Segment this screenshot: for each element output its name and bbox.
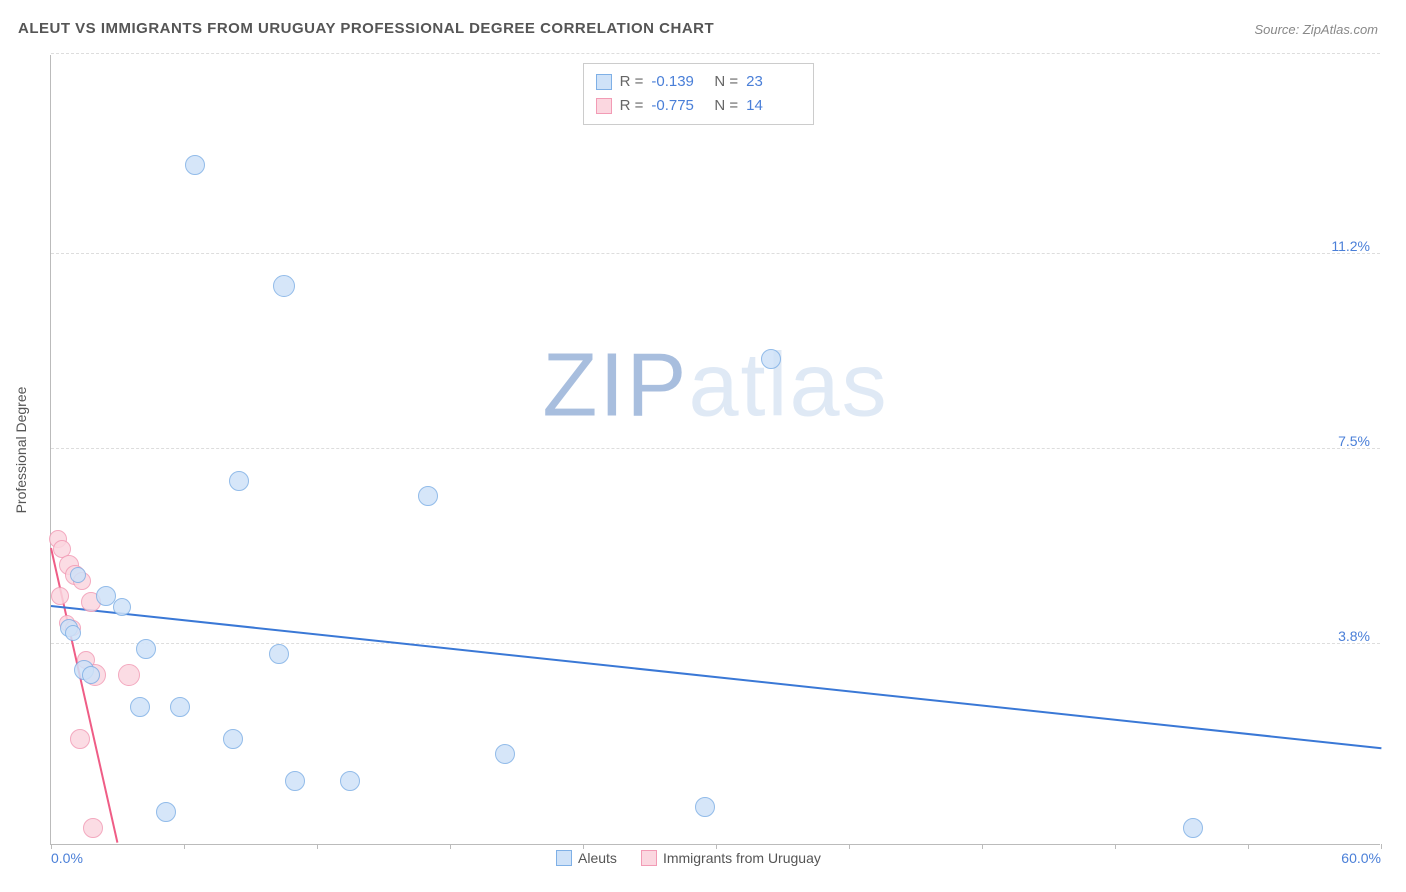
x-tick — [450, 844, 451, 849]
scatter-point-aleuts — [495, 744, 515, 764]
scatter-point-uruguay — [70, 729, 90, 749]
scatter-point-aleuts — [223, 729, 243, 749]
source-attribution: Source: ZipAtlas.com — [1254, 22, 1378, 37]
swatch-aleuts-icon — [596, 74, 612, 90]
x-tick-label: 0.0% — [51, 850, 83, 866]
scatter-point-aleuts — [761, 349, 781, 369]
n-value: 14 — [746, 94, 801, 118]
x-tick — [317, 844, 318, 849]
scatter-point-aleuts — [695, 797, 715, 817]
stats-row-uruguay: R = -0.775 N = 14 — [596, 94, 802, 118]
x-tick — [716, 844, 717, 849]
scatter-point-aleuts — [1183, 818, 1203, 838]
scatter-point-aleuts — [269, 644, 289, 664]
legend-item-uruguay: Immigrants from Uruguay — [641, 850, 821, 866]
gridline — [51, 53, 1380, 54]
r-label: R = — [620, 94, 644, 118]
scatter-point-uruguay — [83, 818, 103, 838]
r-label: R = — [620, 70, 644, 94]
gridline — [51, 448, 1380, 449]
scatter-point-aleuts — [273, 275, 295, 297]
x-tick — [583, 844, 584, 849]
watermark-p: P — [626, 336, 688, 436]
x-tick — [51, 844, 52, 849]
x-tick — [1381, 844, 1382, 849]
gridline — [51, 643, 1380, 644]
scatter-point-aleuts — [418, 486, 438, 506]
watermark-z: Z — [542, 336, 599, 436]
legend-swatch-aleuts-icon — [556, 850, 572, 866]
scatter-point-aleuts — [340, 771, 360, 791]
series-legend: Aleuts Immigrants from Uruguay — [556, 850, 821, 866]
r-value: -0.139 — [651, 70, 706, 94]
scatter-point-aleuts — [156, 802, 176, 822]
x-tick — [982, 844, 983, 849]
scatter-point-aleuts — [185, 155, 205, 175]
scatter-point-aleuts — [130, 697, 150, 717]
n-value: 23 — [746, 70, 801, 94]
x-tick-label: 60.0% — [1341, 850, 1381, 866]
r-value: -0.775 — [651, 94, 706, 118]
y-axis-label: Professional Degree — [13, 386, 29, 513]
scatter-point-aleuts — [113, 598, 131, 616]
x-tick — [849, 844, 850, 849]
x-tick — [184, 844, 185, 849]
watermark-rest: atlas — [688, 336, 888, 436]
watermark-i: I — [599, 336, 626, 436]
x-tick — [1248, 844, 1249, 849]
scatter-point-uruguay — [118, 664, 140, 686]
scatter-point-aleuts — [70, 567, 86, 583]
n-label: N = — [714, 94, 738, 118]
legend-swatch-uruguay-icon — [641, 850, 657, 866]
gridline — [51, 253, 1380, 254]
y-tick-label: 7.5% — [1338, 433, 1370, 449]
legend-label: Aleuts — [578, 850, 617, 866]
x-tick — [1115, 844, 1116, 849]
y-tick-label: 3.8% — [1338, 628, 1370, 644]
stats-row-aleuts: R = -0.139 N = 23 — [596, 70, 802, 94]
y-tick-label: 11.2% — [1331, 238, 1370, 254]
correlation-stats-box: R = -0.139 N = 23 R = -0.775 N = 14 — [583, 63, 815, 125]
chart-title: ALEUT VS IMMIGRANTS FROM URUGUAY PROFESS… — [18, 20, 714, 37]
scatter-point-aleuts — [65, 625, 81, 641]
scatter-point-aleuts — [170, 697, 190, 717]
legend-label: Immigrants from Uruguay — [663, 850, 821, 866]
n-label: N = — [714, 70, 738, 94]
scatter-chart: Professional Degree ZIPatlas R = -0.139 … — [50, 55, 1380, 845]
scatter-point-aleuts — [229, 471, 249, 491]
scatter-point-aleuts — [136, 639, 156, 659]
swatch-uruguay-icon — [596, 98, 612, 114]
legend-item-aleuts: Aleuts — [556, 850, 617, 866]
scatter-point-aleuts — [82, 666, 100, 684]
trendline-aleuts — [51, 605, 1381, 749]
watermark: ZIPatlas — [542, 335, 888, 438]
scatter-point-uruguay — [51, 587, 69, 605]
scatter-point-aleuts — [285, 771, 305, 791]
